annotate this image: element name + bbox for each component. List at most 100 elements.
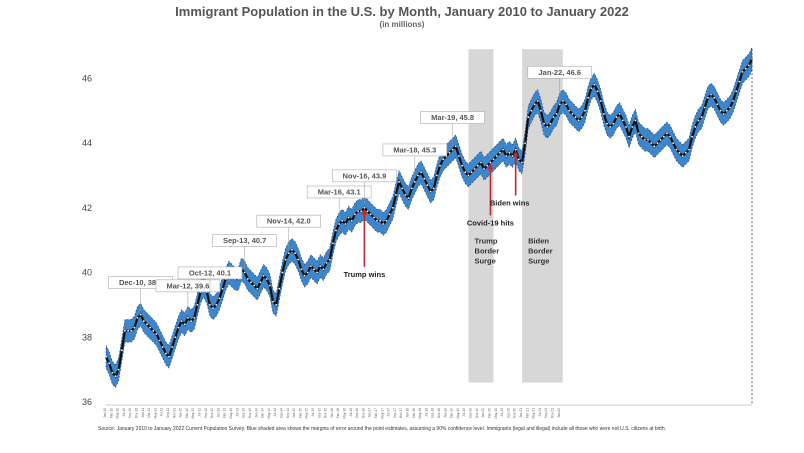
data-point xyxy=(729,106,731,109)
data-point xyxy=(432,187,435,190)
data-point xyxy=(335,229,337,232)
data-point xyxy=(461,164,463,167)
x-tick-label: Jan-14 xyxy=(254,408,258,418)
callout-label-7: Mar-18, 45.3 xyxy=(393,145,436,154)
period-label-0-1: Border xyxy=(475,246,500,255)
data-point xyxy=(246,278,249,280)
y-tick-label: 44 xyxy=(82,138,92,148)
y-tick-label: 40 xyxy=(82,268,92,278)
x-tick-label: May-13 xyxy=(229,408,233,419)
x-tick-label: Jul-21 xyxy=(538,408,542,417)
x-tick-label: Jul-13 xyxy=(235,408,239,417)
callout-box-7 xyxy=(382,143,448,157)
data-point xyxy=(615,116,618,119)
data-point xyxy=(395,194,397,196)
callout-box-9 xyxy=(527,65,593,79)
x-tick-label: Mar-20 xyxy=(487,408,491,418)
data-point xyxy=(256,287,259,290)
data-point xyxy=(681,155,684,157)
x-tick-label: Nov-21 xyxy=(550,408,554,419)
data-point xyxy=(146,323,148,326)
data-point xyxy=(505,155,508,157)
source-note: Source: January 2010 to January 2022 Cur… xyxy=(98,426,666,432)
data-point xyxy=(180,320,183,322)
data-point xyxy=(401,187,404,190)
error-band xyxy=(105,47,753,388)
x-tick-label: Jul-20 xyxy=(500,408,504,417)
data-point xyxy=(297,258,300,261)
data-point xyxy=(426,184,429,187)
x-tick-label: Jul-18 xyxy=(424,408,428,417)
data-point xyxy=(634,119,637,122)
x-tick-label: May-19 xyxy=(456,408,460,419)
x-tick-label: Mar-10 xyxy=(109,408,113,418)
x-tick-label: Jan-11 xyxy=(141,408,145,418)
data-point xyxy=(221,287,224,290)
x-tick-label: May-12 xyxy=(191,408,195,419)
callout-box-8 xyxy=(420,111,485,124)
data-point xyxy=(413,181,416,183)
event-arrow-1 xyxy=(487,163,494,170)
x-tick-label: Sep-18 xyxy=(431,408,435,419)
data-point xyxy=(533,103,536,106)
x-tick-label: Nov-12 xyxy=(210,408,214,419)
data-point xyxy=(294,252,296,255)
data-point xyxy=(741,71,744,73)
x-tick-label: Mar-14 xyxy=(261,408,265,418)
callout-label-5: Mar-16, 43.1 xyxy=(318,188,361,197)
callout-label-2: Oct-12, 40.1 xyxy=(189,268,231,277)
x-tick-label: Jul-19 xyxy=(462,408,466,417)
data-point xyxy=(744,67,747,70)
callout-label-8: Mar-19, 45.8 xyxy=(431,113,474,122)
data-point xyxy=(640,135,643,138)
callout-label-1: Mar-12, 39.6 xyxy=(166,281,209,290)
data-point xyxy=(124,329,126,332)
x-tick-label: Jul-10 xyxy=(122,408,126,417)
data-point xyxy=(281,271,284,274)
data-point xyxy=(603,113,605,115)
data-point xyxy=(196,304,199,306)
data-point xyxy=(473,168,476,170)
chart-title: Immigrant Population in the U.S. by Mont… xyxy=(175,4,629,19)
x-tick-label: Mar-19 xyxy=(450,408,454,418)
data-point xyxy=(373,216,375,219)
data-point xyxy=(193,317,196,319)
data-point xyxy=(659,139,662,141)
data-point xyxy=(571,113,574,115)
data-point xyxy=(527,116,530,119)
x-tick-label: Mar-11 xyxy=(147,408,151,418)
data-point xyxy=(710,93,712,96)
data-point xyxy=(621,119,624,122)
data-point xyxy=(688,148,690,151)
callouts-layer: Dec-10, 38.7 Mar-12, 39.6 Oct-12, 40.1 Sep-… xyxy=(108,65,593,314)
x-tick-label: Mar-13 xyxy=(223,408,227,418)
data-point xyxy=(653,145,656,148)
x-tick-label: Nov-10 xyxy=(135,408,139,419)
data-point xyxy=(291,249,293,251)
x-tick-label: Nov-17 xyxy=(399,408,403,419)
data-point xyxy=(319,265,322,267)
x-tick-label: Sep-20 xyxy=(506,408,510,419)
x-tick-label: Nov-19 xyxy=(475,408,479,419)
data-point xyxy=(149,326,152,329)
y-tick-label: 46 xyxy=(82,73,92,83)
data-point xyxy=(265,278,268,280)
data-point xyxy=(631,126,634,128)
data-point xyxy=(136,317,139,319)
data-point xyxy=(262,274,265,277)
data-point xyxy=(476,164,479,167)
x-tick-label: Mar-15 xyxy=(298,408,302,418)
data-point xyxy=(332,242,334,245)
data-point xyxy=(275,304,278,306)
data-point xyxy=(577,119,580,122)
data-point xyxy=(662,135,665,138)
data-point xyxy=(467,174,470,177)
data-point xyxy=(376,219,378,222)
data-point xyxy=(590,87,593,89)
data-point xyxy=(287,252,290,255)
period-label-0-2: Surge xyxy=(475,256,496,265)
data-point xyxy=(716,103,719,106)
x-tick-label: Mar-21 xyxy=(525,408,529,418)
data-point xyxy=(747,64,750,67)
data-point xyxy=(451,148,454,151)
